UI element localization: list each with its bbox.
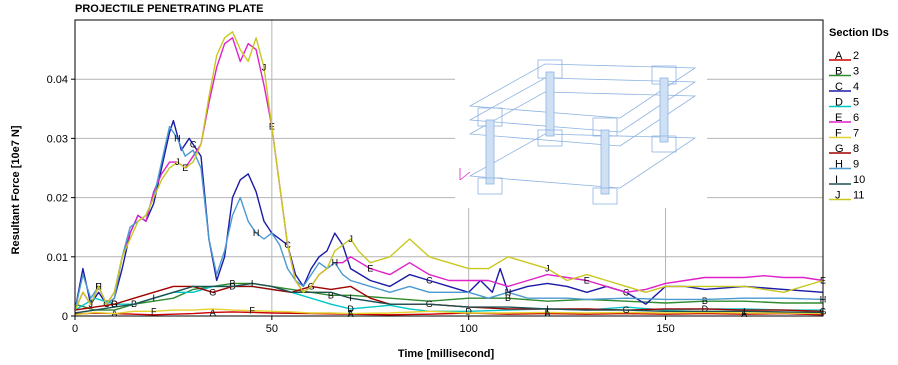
bolt-shank [545,71,555,137]
legend-marker-H: H [835,159,843,171]
bolt-shank [485,119,495,185]
legend-marker-E: E [835,112,842,124]
x-tick-label: 100 [460,323,478,335]
y-tick-label: 0.02 [47,193,68,205]
series-marker-F: F [151,306,157,316]
series-marker-I: I [349,293,352,303]
series-marker-A: A [210,307,216,317]
x-axis-label: Time [millisecond] [398,348,495,360]
legend-label-3: 3 [853,66,859,78]
plate-outline [468,77,697,133]
legend-title: Section IDs [829,27,889,39]
series-marker-F: F [545,307,551,317]
series-marker-E: E [584,275,590,285]
series-marker-F: F [742,308,748,318]
series-marker-I: I [251,278,254,288]
series-marker-A: A [544,309,550,319]
series-marker-J: J [262,62,267,72]
legend-label-2: 2 [853,50,859,62]
series-marker-J: J [88,299,93,309]
plot-area-frame [74,19,824,317]
series-marker-J: J [348,234,353,244]
series-marker-B: B [505,293,511,303]
legend-label-5: 5 [853,97,859,109]
series-marker-F: F [249,306,255,316]
legend-marker-A: A [835,50,843,62]
bolt-shank [600,129,610,195]
inset-plate-model-image [455,20,707,208]
legend-label-4: 4 [853,81,859,93]
series-marker-I: I [152,293,155,303]
series-marker-H: H [253,228,260,238]
series-marker-B: B [328,290,334,300]
legend-marker-G: G [835,143,844,155]
legend-label-6: 6 [853,112,859,124]
series-marker-H: H [505,287,512,297]
series-marker-B: B [229,278,235,288]
series-line-8 [74,285,824,312]
plate-outline [468,133,697,189]
plate-outline [468,63,697,119]
series-marker-G: G [111,299,118,309]
legend-marker-D: D [835,97,843,109]
series-line-6 [74,37,824,311]
legend-label-7: 7 [853,128,859,140]
series-line-3 [74,282,823,311]
legend-marker-J: J [835,190,841,202]
legend-label-9: 9 [853,159,859,171]
axis-ticks: 0 50 100 150 0 0.01 0.02 0.03 0.04 [47,74,675,335]
x-tick-label: 0 [72,323,78,335]
series-marker-B: B [702,296,708,306]
series-line-7 [74,308,824,316]
series-marker-J: J [175,157,180,167]
series-marker-H: H [332,258,339,268]
x-tick-label: 50 [266,323,278,335]
legend: A 2B 3C 4D 5E 6F 7G 8H 9 I 10 J 11 [829,50,865,202]
y-tick-label: 0.01 [47,252,68,264]
y-axis-label: Resultant Force [10e7 N] [10,125,22,254]
y-tick-label: 0.03 [47,133,68,145]
legend-marker-F: F [835,128,842,140]
series-marker-C: C [190,139,197,149]
series-line-10 [74,282,824,314]
series-marker-I: I [546,304,549,314]
x-tick-label: 150 [656,323,674,335]
bolt-nut [537,129,563,147]
legend-marker-I: I [835,174,838,186]
chart-title: PROJECTILE PENETRATING PLATE [75,3,263,15]
legend-label-8: 8 [853,143,859,155]
legend-marker-B: B [835,66,842,78]
plate-outline [468,91,697,147]
bolt-nut [651,135,677,153]
series-marker-A: A [741,309,747,319]
legend-marker-C: C [835,81,843,93]
series-marker-I: I [743,306,746,316]
bolt-nut [477,177,503,195]
series-marker-D: D [465,306,472,316]
series-line-11 [74,31,824,311]
axis-triad-x [459,171,471,181]
series-marker-F: F [348,309,354,319]
series-line-9 [74,125,824,311]
bolt-nut [592,187,618,205]
series-marker-J: J [545,264,550,274]
series-marker-C: C [426,275,433,285]
y-tick-label: 0.04 [47,74,68,86]
series-marker-E: E [367,264,373,274]
y-tick-label: 0 [62,311,68,323]
legend-label-11: 11 [853,190,864,202]
legend-label-10: 10 [853,174,865,186]
series-line-4 [74,119,824,311]
bolt-shank [659,77,669,143]
series-marker-G: G [209,287,216,297]
series-marker-H: H [174,133,181,143]
series-marker-D: D [347,304,354,314]
